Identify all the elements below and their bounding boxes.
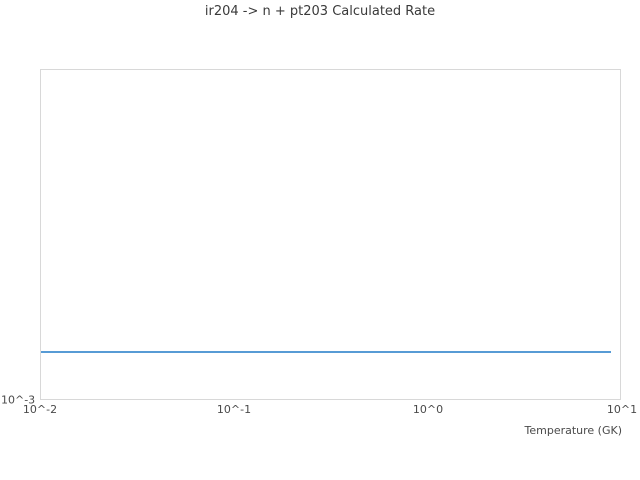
x-axis-label: Temperature (GK): [524, 424, 623, 437]
x-tick-label: 10^-1: [216, 403, 252, 416]
y-axis-ticks: 10^-3: [0, 69, 38, 407]
x-tick-label: 10^-2: [22, 403, 58, 416]
y-tick-label: 10^-3: [1, 393, 36, 407]
x-tick-label: 10^1: [606, 403, 638, 416]
x-axis-ticks: 10^-2 10^-1 10^0 10^1: [23, 403, 637, 417]
x-tick-label: 10^0: [412, 403, 444, 416]
plot-area: [40, 69, 621, 400]
calculated-rate-line: [41, 351, 612, 353]
chart-title: ir204 -> n + pt203 Calculated Rate: [204, 4, 436, 19]
